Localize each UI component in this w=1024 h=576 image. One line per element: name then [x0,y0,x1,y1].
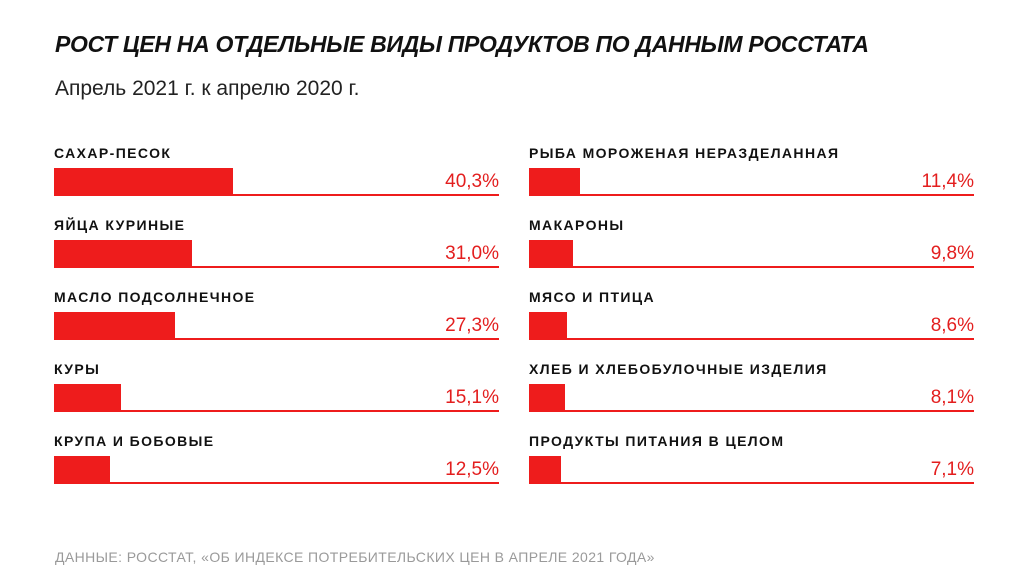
bar-row: КУРЫ 15,1% [54,356,499,428]
category-label: КРУПА И БОБОВЫЕ [54,433,215,449]
bar-baseline [529,266,974,268]
bar-row: МЯСО И ПТИЦА 8,6% [529,284,974,356]
bar [529,240,573,268]
value-label: 8,6% [930,315,974,336]
bar-row: МАСЛО ПОДСОЛНЕЧНОЕ 27,3% [54,284,499,356]
chart-title: РОСТ ЦЕН НА ОТДЕЛЬНЫЕ ВИДЫ ПРОДУКТОВ ПО … [55,31,869,57]
value-label: 15,1% [445,387,499,408]
value-label: 11,4% [921,171,974,192]
bar-baseline [529,338,974,340]
bar-row: ПРОДУКТЫ ПИТАНИЯ В ЦЕЛОМ 7,1% [529,428,974,500]
value-label: 12,5% [445,459,499,480]
bar-row: САХАР-ПЕСОК 40,3% [54,140,499,212]
bar [529,168,580,196]
category-label: МАСЛО ПОДСОЛНЕЧНОЕ [54,289,256,305]
chart-column-right: РЫБА МОРОЖЕНАЯ НЕРАЗДЕЛАННАЯ 11,4% МАКАРОН… [529,140,974,500]
value-label: 31,0% [445,243,499,264]
value-label: 9,8% [930,243,974,264]
category-label: САХАР-ПЕСОК [54,145,172,161]
chart-column-left: САХАР-ПЕСОК 40,3% ЯЙЦА КУРИНЫЕ 31,0% МАСЛО П… [54,140,499,500]
bar-baseline [529,482,974,484]
value-label: 40,3% [445,171,499,192]
bar-row: ЯЙЦА КУРИНЫЕ 31,0% [54,212,499,284]
bar-baseline [54,194,499,196]
value-label: 7,1% [930,459,974,480]
category-label: КУРЫ [54,361,101,377]
bar-baseline [529,194,974,196]
bar-baseline [54,482,499,484]
bar [54,384,121,412]
bar [54,240,192,268]
source-note: ДАННЫЕ: РОССТАТ, «ОБ ИНДЕКСЕ ПОТРЕБИТЕЛЬ… [55,549,655,565]
bar-row: КРУПА И БОБОВЫЕ 12,5% [54,428,499,500]
bar-row: МАКАРОНЫ 9,8% [529,212,974,284]
bar [529,456,561,484]
category-label: ЯЙЦА КУРИНЫЕ [54,217,186,233]
bar-baseline [54,266,499,268]
bar-baseline [529,410,974,412]
category-label: МАКАРОНЫ [529,217,625,233]
category-label: РЫБА МОРОЖЕНАЯ НЕРАЗДЕЛАННАЯ [529,145,840,161]
bar [54,312,175,340]
chart-subtitle: Апрель 2021 г. к апрелю 2020 г. [55,77,360,100]
value-label: 8,1% [930,387,974,408]
category-label: МЯСО И ПТИЦА [529,289,656,305]
bar [54,168,233,196]
bar-row: РЫБА МОРОЖЕНАЯ НЕРАЗДЕЛАННАЯ 11,4% [529,140,974,212]
category-label: ХЛЕБ И ХЛЕБОБУЛОЧНЫЕ ИЗДЕЛИЯ [529,361,828,377]
category-label: ПРОДУКТЫ ПИТАНИЯ В ЦЕЛОМ [529,433,785,449]
bar-baseline [54,338,499,340]
bar-row: ХЛЕБ И ХЛЕБОБУЛОЧНЫЕ ИЗДЕЛИЯ 8,1% [529,356,974,428]
bar [54,456,110,484]
bar-baseline [54,410,499,412]
bar [529,312,567,340]
value-label: 27,3% [445,315,499,336]
bar [529,384,565,412]
